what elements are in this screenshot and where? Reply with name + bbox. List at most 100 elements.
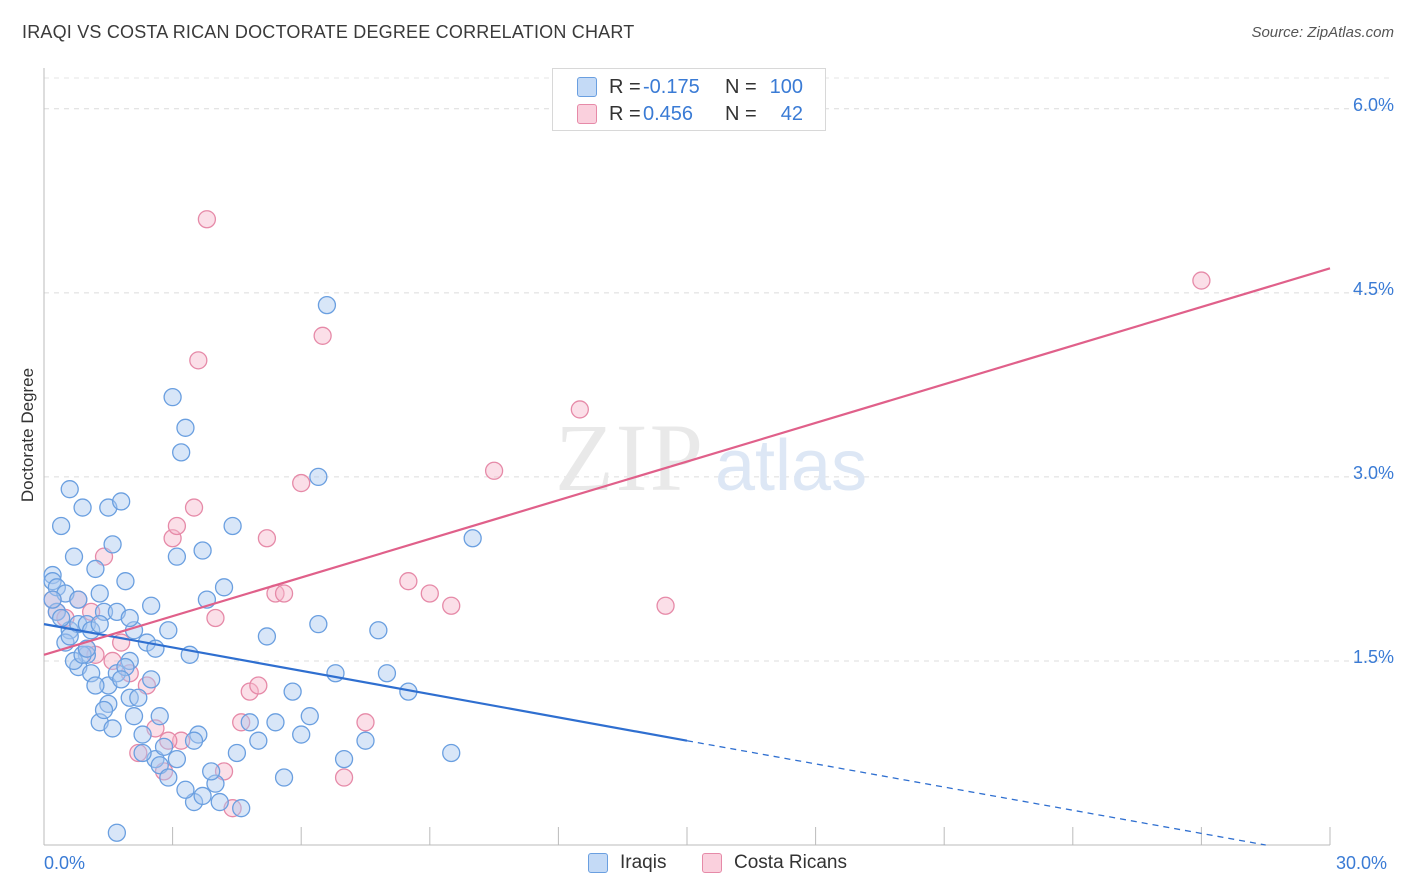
iraqi-point	[159, 621, 178, 640]
iraqi-point	[317, 295, 337, 315]
costa-rican-point	[249, 676, 268, 695]
chart-title: IRAQI VS COSTA RICAN DOCTORATE DEGREE CO…	[22, 22, 635, 42]
iraqis-trend-line	[43, 623, 688, 742]
trend-lines	[43, 267, 1331, 846]
iraqi-point	[232, 799, 251, 818]
iraqi-point	[257, 627, 277, 646]
axes	[43, 68, 1331, 846]
iraqi-point	[193, 541, 212, 560]
iraqi-point	[94, 700, 114, 720]
iraqi-point	[124, 707, 144, 726]
iraqis-trend-extension	[686, 740, 1266, 846]
series-legend-iraqis[interactable]: Iraqis	[588, 852, 666, 874]
iraqi-point	[356, 731, 375, 750]
series-swatch-costa-ricans	[702, 853, 722, 873]
iraqi-point	[150, 707, 169, 726]
legend-r-label: R =	[609, 102, 641, 125]
costa-rican-point	[442, 596, 461, 615]
iraqi-point	[240, 713, 259, 732]
costa-rican-point	[1192, 271, 1211, 290]
costa-rican-point	[484, 461, 504, 480]
costa-rican-point	[189, 351, 208, 370]
iraqi-point	[202, 762, 221, 781]
iraqi-point	[51, 516, 71, 536]
watermark-atlas: atlas	[715, 426, 867, 506]
iraqi-point	[112, 670, 131, 689]
iraqi-point	[133, 743, 152, 763]
legend-row-iraqis: R = -0.175 N = 100	[577, 75, 803, 99]
iraqi-point	[60, 480, 79, 499]
costa-rican-point	[167, 516, 187, 536]
iraqi-point	[172, 443, 191, 462]
legend-n-label: N =	[725, 102, 757, 125]
costa-rican-point	[257, 529, 277, 548]
iraqi-point	[107, 823, 127, 842]
costa-rican-point	[313, 326, 332, 345]
iraqi-point	[274, 768, 294, 787]
iraqi-point	[120, 608, 139, 628]
legend-r-value: 0.456	[643, 102, 694, 125]
iraqi-point	[184, 731, 204, 750]
iraqi-point	[167, 749, 187, 769]
series-swatch-iraqis	[588, 853, 608, 873]
iraqi-point	[77, 639, 97, 658]
costa-rican-point	[274, 584, 294, 603]
iraqi-point	[292, 725, 311, 744]
iraqi-point	[51, 608, 71, 628]
iraqi-point	[223, 516, 242, 536]
costa-rican-point	[172, 731, 191, 750]
iraqi-point	[90, 584, 109, 603]
iraqi-point	[377, 664, 397, 683]
y-tick-label: 4.5%	[1352, 278, 1394, 299]
iraqi-point	[69, 590, 88, 609]
iraqi-point	[193, 786, 212, 806]
costa-rican-point	[292, 473, 311, 493]
costa-rican-point	[656, 596, 675, 615]
iraqi-point	[442, 743, 461, 763]
iraqi-point	[283, 682, 302, 701]
costa-rican-point	[197, 210, 217, 229]
legend-n-label: N =	[725, 75, 757, 98]
iraqi-point	[64, 547, 84, 566]
iraqi-point	[463, 529, 482, 548]
legend-swatch-costa-ricans	[577, 104, 597, 124]
iraqi-point	[159, 768, 178, 787]
grid-lines	[44, 77, 1390, 662]
costa-rican-point	[420, 584, 439, 603]
iraqi-point	[129, 688, 148, 707]
series-label-iraqis: Iraqis	[620, 852, 667, 873]
iraqi-point	[309, 467, 328, 487]
x-tick-label-max: 30.0%	[1336, 853, 1388, 873]
iraqi-point	[227, 743, 247, 763]
series-legend: Iraqis Costa Ricans	[0, 852, 1406, 878]
costa-ricans-points	[43, 210, 1211, 818]
costa-ricans-trend-line	[43, 267, 1331, 656]
iraqi-point	[249, 731, 268, 750]
iraqi-point	[112, 492, 131, 511]
legend-row-costa-ricans: R = 0.456 N = 42	[577, 102, 803, 126]
iraqi-point	[103, 535, 122, 554]
costa-rican-point	[570, 400, 589, 419]
series-legend-costa-ricans[interactable]: Costa Ricans	[702, 852, 847, 874]
iraqi-point	[43, 590, 62, 609]
costa-rican-point	[206, 608, 225, 628]
iraqi-point	[300, 707, 319, 726]
correlation-legend: R = -0.175 N = 100 R = 0.456 N = 42	[552, 68, 826, 131]
iraqi-point	[133, 725, 152, 744]
iraqi-point	[73, 498, 92, 517]
costa-rican-point	[334, 768, 354, 787]
source-label: Source: ZipAtlas.com	[1251, 24, 1394, 41]
legend-r-label: R =	[609, 75, 641, 98]
legend-swatch-iraqis	[577, 77, 597, 97]
y-tick-label: 3.0%	[1352, 462, 1394, 483]
iraqi-point	[214, 578, 234, 597]
iraqi-point	[176, 780, 195, 799]
costa-rican-point	[184, 498, 204, 517]
legend-r-value: -0.175	[643, 75, 700, 98]
costa-rican-point	[356, 713, 375, 732]
iraqi-point	[369, 621, 388, 640]
costa-rican-point	[129, 743, 148, 763]
costa-rican-point	[399, 572, 418, 591]
watermark: ZIP atlas	[555, 404, 867, 511]
